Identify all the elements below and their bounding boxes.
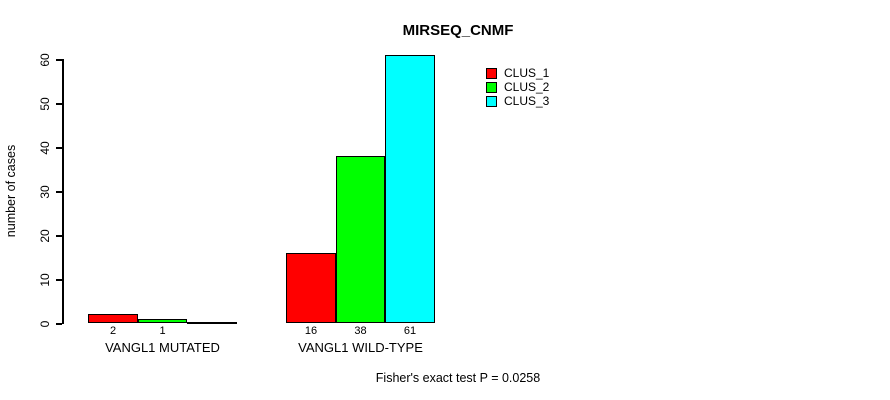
legend-label: CLUS_1 <box>504 66 550 80</box>
legend-label: CLUS_2 <box>504 80 550 94</box>
y-tick-label: 60 <box>38 52 52 67</box>
y-tick-label: 10 <box>38 272 52 287</box>
y-tick-label: 40 <box>38 140 52 155</box>
legend-item: CLUS_2 <box>486 80 549 94</box>
y-tick-label: 30 <box>38 184 52 199</box>
y-tick <box>56 279 62 281</box>
legend-swatch <box>486 81 497 93</box>
bar-value-label: 38 <box>354 325 367 337</box>
bar-value-label: 1 <box>159 325 166 337</box>
category-label: VANGL1 WILD-TYPE <box>298 340 423 355</box>
zero-bar-line <box>187 322 237 324</box>
bar-value-label: 2 <box>109 325 117 337</box>
bar <box>336 156 385 323</box>
bar-value-label: 16 <box>304 325 318 337</box>
bar <box>88 314 138 323</box>
legend-item: CLUS_1 <box>486 66 549 80</box>
y-tick-label: 50 <box>38 96 52 111</box>
legend: CLUS_1 CLUS_2 CLUS_3 <box>486 66 549 108</box>
y-tick <box>56 235 62 237</box>
y-tick <box>56 147 62 149</box>
y-tick <box>56 103 62 105</box>
y-axis-line <box>62 59 64 324</box>
category-label: VANGL1 MUTATED <box>105 340 220 355</box>
y-tick <box>56 59 62 61</box>
legend-item: CLUS_3 <box>486 94 549 108</box>
bar <box>286 253 336 323</box>
y-tick-label: 0 <box>38 320 52 327</box>
y-tick-label: 20 <box>38 228 52 243</box>
bar <box>138 319 187 323</box>
bar-value-label: 61 <box>403 325 417 337</box>
bar <box>385 55 435 323</box>
pvalue-annotation: Fisher's exact test P = 0.0258 <box>375 371 541 385</box>
y-tick <box>56 323 62 325</box>
legend-swatch <box>486 67 497 79</box>
legend-swatch <box>486 95 497 107</box>
y-tick <box>56 191 62 193</box>
chart-title: MIRSEQ_CNMF <box>402 22 514 39</box>
legend-label: CLUS_3 <box>504 94 550 108</box>
